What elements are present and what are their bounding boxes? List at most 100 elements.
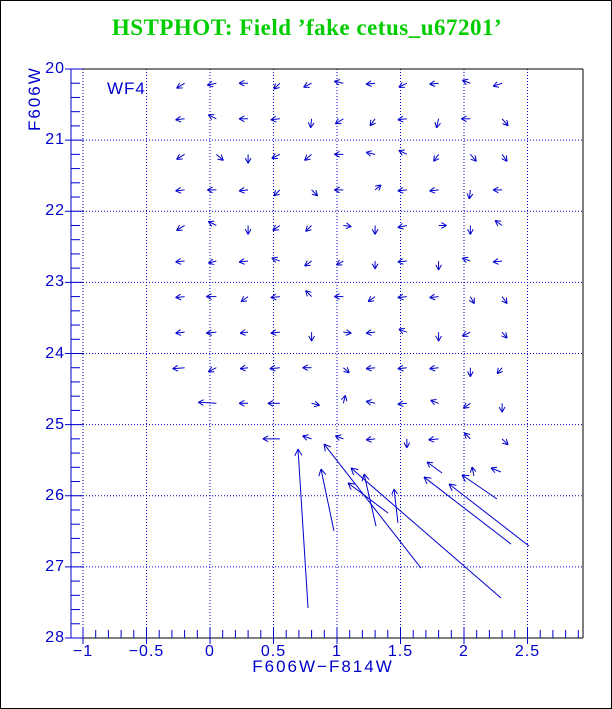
x-tick-label: 2 <box>459 643 469 660</box>
bias-arrow <box>397 293 407 301</box>
bias-arrow <box>433 154 440 162</box>
bias-arrow <box>492 81 503 88</box>
y-tick-label: 25 <box>45 415 65 433</box>
bias-arrow <box>435 261 442 271</box>
bias-arrow <box>430 398 439 406</box>
bias-arrow <box>429 364 439 372</box>
bias-arrow <box>367 295 376 303</box>
bias-arrow <box>269 364 280 372</box>
bias-arrow <box>270 293 280 301</box>
bias-arrow <box>347 482 389 514</box>
bias-arrow <box>294 448 309 609</box>
bias-arrow <box>308 332 315 342</box>
bias-arrow <box>335 259 344 266</box>
bias-arrow <box>267 399 280 407</box>
bias-arrow <box>365 364 376 372</box>
bias-arrow <box>343 329 352 336</box>
x-axis-title: F606W−F814W <box>252 657 394 676</box>
bias-arrow <box>240 295 249 303</box>
bias-arrow <box>397 364 407 372</box>
bias-arrow <box>397 187 407 194</box>
bias-arrow <box>501 118 509 127</box>
bias-arrow <box>198 399 217 406</box>
bias-arrow <box>273 82 281 90</box>
bias-arrow <box>461 474 498 500</box>
bias-arrow <box>302 364 312 372</box>
x-tick-label: 1.5 <box>387 643 414 660</box>
y-tick-label: 20 <box>45 60 65 77</box>
bias-arrow <box>304 153 312 161</box>
bias-arrow <box>271 256 281 263</box>
bias-arrow <box>273 189 281 197</box>
bias-arrow <box>208 258 217 266</box>
bias-arrow <box>216 153 224 161</box>
bias-arrow <box>467 367 474 377</box>
y-tick-label: 21 <box>45 131 65 149</box>
bias-arrow <box>305 290 312 297</box>
bias-arrow <box>323 443 422 569</box>
bias-arrow <box>468 296 475 304</box>
bias-arrow <box>429 293 439 301</box>
bias-arrow <box>207 186 217 194</box>
bias-arrow <box>461 330 471 337</box>
bias-arrow <box>239 364 249 372</box>
bias-arrow <box>494 219 503 227</box>
bias-arrow <box>365 80 376 87</box>
bias-arrow <box>238 399 249 407</box>
bias-arrow <box>469 154 477 162</box>
bias-arrow <box>238 258 249 265</box>
bias-arrow <box>270 329 280 336</box>
bias-arrow <box>318 468 335 532</box>
bias-arrow <box>398 82 408 88</box>
bias-arrow <box>176 153 185 160</box>
field-label: WF4 <box>107 79 146 98</box>
bias-arrow <box>501 438 509 446</box>
x-tick-label: 2.5 <box>514 643 541 660</box>
bias-arrow <box>397 223 407 230</box>
bias-arrow <box>175 258 185 265</box>
y-tick-label: 22 <box>45 202 65 220</box>
bias-arrow <box>244 225 252 235</box>
bias-arrow <box>462 402 471 409</box>
bias-arrow <box>262 435 280 443</box>
bias-arrow <box>239 329 249 336</box>
bias-arrow <box>398 327 408 335</box>
bias-arrow <box>334 151 344 158</box>
bias-arrow <box>469 466 477 477</box>
bias-arrow <box>175 115 185 123</box>
bias-arrow <box>429 187 439 194</box>
bias-arrow <box>365 150 376 157</box>
bias-arrow <box>172 364 185 372</box>
x-tick-label: 1 <box>332 643 342 660</box>
bias-arrow <box>374 184 382 191</box>
bias-arrow <box>463 432 471 440</box>
bias-arrow <box>371 261 379 270</box>
bias-arrow <box>334 293 344 300</box>
bias-arrow <box>496 367 503 375</box>
bias-arrow <box>461 115 471 123</box>
bias-arrow <box>305 225 312 232</box>
bias-arrow <box>501 154 508 162</box>
bias-arrow <box>311 189 319 197</box>
bias-arrow <box>207 80 217 88</box>
bias-arrow <box>397 400 407 408</box>
bias-arrow <box>429 80 439 87</box>
bias-arrow <box>461 256 471 263</box>
bias-arrow <box>176 82 185 89</box>
y-tick-label: 26 <box>45 486 65 504</box>
bias-arrow <box>307 118 315 129</box>
bias-arrow <box>398 149 408 156</box>
bias-arrow <box>334 434 344 441</box>
bias-arrow <box>461 78 471 86</box>
bias-arrow <box>365 399 376 406</box>
bias-arrow <box>303 82 312 88</box>
bias-arrow <box>311 400 320 408</box>
bias-arrow <box>340 394 348 404</box>
bias-arrow <box>403 438 411 449</box>
bias-arrow <box>397 115 407 123</box>
x-tick-label: −0.5 <box>128 643 165 660</box>
bias-arrow <box>435 332 442 342</box>
x-tick-label: 0 <box>205 643 215 660</box>
